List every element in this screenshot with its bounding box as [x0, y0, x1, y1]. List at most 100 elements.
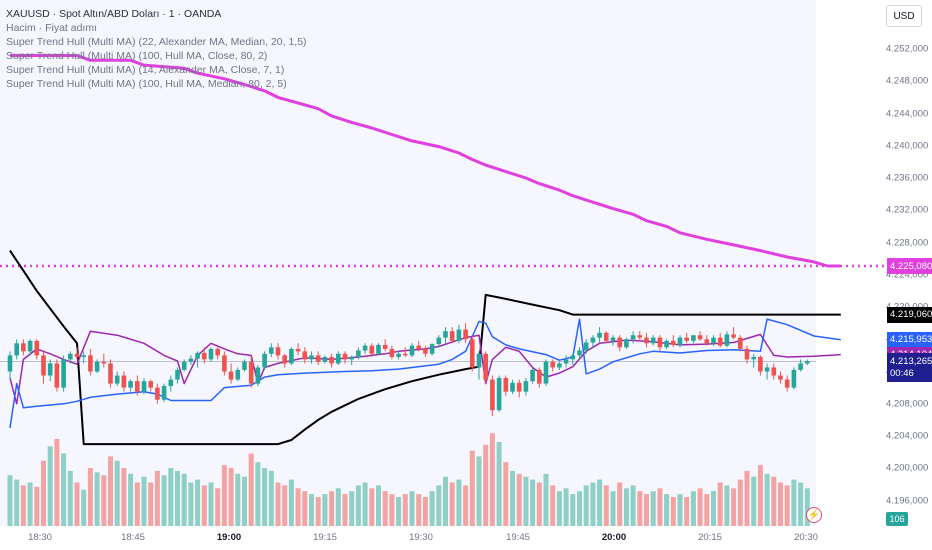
candle-body [168, 379, 174, 387]
indicator-magenta_step [10, 54, 841, 268]
candle-body [590, 337, 596, 343]
volume-bar [764, 473, 770, 526]
candle-body [248, 361, 254, 384]
candle-body [148, 381, 153, 388]
volume-bar [737, 479, 743, 526]
candle-body [61, 359, 66, 388]
candle-body [738, 337, 743, 349]
volume-bar [757, 465, 763, 526]
time-tick-label: 19:30 [409, 532, 433, 543]
candle-body [202, 352, 207, 360]
volume-bar [664, 494, 670, 526]
price-tick-label: 4.232,000 [886, 204, 929, 216]
candle-body [108, 363, 113, 384]
volume-bar [476, 456, 482, 526]
volume-bar [791, 479, 797, 526]
volume-bar [771, 476, 777, 526]
candle-body [617, 337, 622, 348]
price-tick-label: 4.224,000 [886, 269, 929, 281]
legend-indicator-1[interactable]: Super Trend Hull (Multi MA) (22, Alexand… [6, 36, 307, 48]
volume-bar [590, 482, 596, 526]
candle-body [315, 355, 321, 362]
time-axis[interactable]: 18:30 18:45 19:00 19:15 19:30 19:45 20:00 20:15… [0, 526, 818, 550]
volume-bar [74, 482, 80, 526]
candle-body [188, 358, 194, 362]
volume-bar [530, 479, 536, 526]
candle-body [563, 359, 569, 364]
candle-body [295, 348, 301, 352]
legend-indicator-2[interactable]: Super Trend Hull (Multi MA) (100, Hull M… [6, 50, 268, 62]
candle-body [630, 335, 636, 340]
legend-volume[interactable]: Hacim · Fiyat adımı [6, 22, 98, 34]
candle-body [349, 356, 354, 360]
volume-bar [804, 488, 810, 526]
volume-bar [302, 491, 308, 526]
candle-body [791, 369, 797, 388]
legend-indicator-4[interactable]: Super Trend Hull (Multi MA) (100, Hull M… [6, 78, 287, 90]
volume-bar [342, 494, 348, 526]
price-label: 00:46 [887, 365, 932, 382]
volume-bar [201, 485, 207, 526]
volume-bar [114, 460, 120, 526]
chart-area[interactable] [0, 0, 816, 526]
volume-bar [469, 450, 475, 526]
volume-bar [690, 491, 696, 526]
candle-body [416, 345, 421, 349]
candle-body [141, 381, 147, 392]
candle-body [262, 353, 267, 368]
volume-bar [248, 453, 254, 526]
price-tick-label: 4.204,000 [886, 430, 929, 442]
candle-body [302, 351, 308, 360]
volume-bar [704, 494, 710, 526]
candle-body [470, 339, 475, 368]
candle-body [34, 340, 40, 356]
volume-bar [717, 482, 723, 526]
volume-bar [711, 491, 716, 526]
volume-bar [20, 485, 26, 526]
volume-bar [389, 494, 395, 526]
candle-body [436, 337, 442, 345]
price-axis[interactable]: 4.252,000 4.248,000 4.244,000 4.240,000 4.23… [816, 0, 932, 526]
candle-body [530, 369, 535, 382]
currency-button[interactable]: USD [886, 5, 922, 27]
candle-body [161, 386, 167, 400]
volume-bar [228, 468, 234, 526]
volume-bar [516, 473, 522, 526]
candle-body [235, 369, 241, 380]
candle-body [684, 337, 689, 341]
time-tick-label: 18:45 [121, 532, 145, 543]
legend-symbol[interactable]: XAUUSD · Spot Altın/ABD Doları · 1 · OAN… [6, 8, 222, 20]
volume-bar [322, 494, 328, 526]
volume-bar [382, 491, 388, 526]
volume-bar [242, 476, 247, 526]
candle-body [121, 375, 127, 388]
candle-body [476, 353, 482, 368]
candle-body [215, 348, 220, 356]
volume-bar [744, 470, 750, 526]
candle-body [624, 339, 629, 348]
lightning-bolt-icon[interactable]: ⚡ [806, 507, 822, 523]
volume-bar [489, 433, 495, 526]
candle-body [510, 382, 515, 392]
price-label: 4.219,060 [887, 306, 932, 323]
candle-body [369, 345, 375, 354]
volume-bar [168, 468, 174, 526]
candle-body [597, 332, 602, 338]
volume-bar [134, 482, 140, 526]
candle-body [483, 353, 488, 380]
candle-body [41, 355, 46, 376]
candle-body [784, 379, 790, 388]
volume-bar [630, 485, 636, 526]
candle-body [88, 355, 93, 372]
volume-bar [456, 479, 462, 526]
candle-body [744, 348, 750, 360]
legend-indicator-3[interactable]: Super Trend Hull (Multi MA) (14, Alexand… [6, 64, 285, 76]
volume-bar [148, 482, 154, 526]
candle-body [496, 377, 502, 411]
candle-body [7, 355, 13, 372]
volume-bar [610, 491, 616, 526]
candle-body [356, 350, 361, 357]
candle-body [577, 350, 582, 356]
volume-bar [670, 497, 676, 526]
